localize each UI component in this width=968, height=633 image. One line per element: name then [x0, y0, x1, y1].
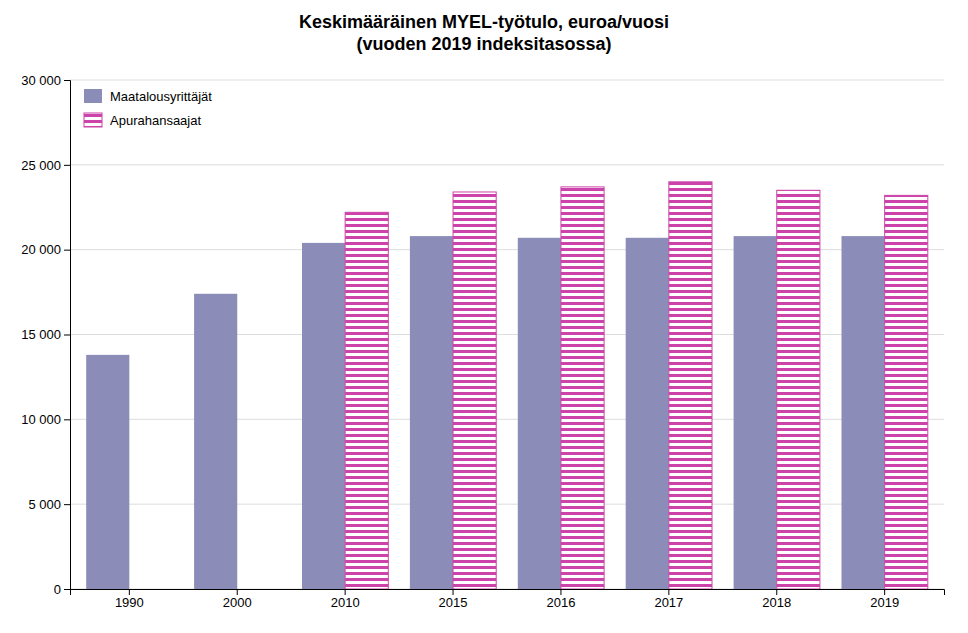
title-line: Keskimääräinen MYEL-työtulo, euroa/vuosi — [299, 12, 669, 32]
grid-line — [70, 80, 944, 81]
x-tick-mark — [129, 589, 130, 595]
y-tick-label: 10 000 — [21, 412, 61, 427]
legend-item: Maatalousyrittäjät — [84, 89, 212, 104]
bar — [86, 355, 129, 589]
legend: Maatalousyrittäjät Apurahansaajat — [78, 84, 218, 133]
x-axis-line — [71, 590, 945, 596]
y-tick-label: 5 000 — [28, 497, 61, 512]
x-tick: 2016 — [546, 589, 575, 610]
bar — [345, 212, 388, 589]
x-tick-mark — [237, 589, 238, 595]
y-tick: 0 — [54, 582, 70, 597]
x-tick: 2010 — [331, 589, 360, 610]
x-tick-label: 1990 — [115, 595, 144, 610]
bar — [302, 243, 345, 589]
x-tick-label: 2016 — [546, 595, 575, 610]
x-tick-label: 2010 — [331, 595, 360, 610]
legend-label: Maatalousyrittäjät — [110, 89, 212, 104]
bar — [669, 182, 712, 589]
bar — [518, 238, 561, 589]
bar — [410, 236, 453, 589]
y-tick: 15 000 — [21, 327, 70, 342]
y-tick-label: 0 — [54, 582, 61, 597]
legend-background — [78, 84, 218, 133]
title: Keskimääräinen MYEL-työtulo, euroa/vuosi… — [299, 12, 669, 54]
y-tick-mark — [64, 419, 70, 420]
bar — [885, 195, 928, 589]
bar — [734, 236, 777, 589]
x-tick-label: 2018 — [762, 595, 791, 610]
y-tick-mark — [64, 80, 70, 81]
x-tick-mark — [776, 589, 777, 595]
chart: Keskimääräinen MYEL-työtulo, euroa/vuosi… — [0, 0, 968, 633]
x-tick-label: 2000 — [223, 595, 252, 610]
x-tick-mark — [345, 589, 346, 595]
y-tick-mark — [64, 165, 70, 166]
bars — [86, 182, 928, 589]
y-tick-label: 20 000 — [21, 242, 61, 257]
y-tick-mark — [64, 504, 70, 505]
x-tick-label: 2019 — [870, 595, 899, 610]
grid — [70, 80, 944, 589]
x-tick: 1990 — [115, 589, 144, 610]
legend-swatch — [84, 89, 102, 103]
y-axis-line — [64, 81, 71, 590]
y-tick: 5 000 — [28, 497, 70, 512]
legend-item: Apurahansaajat — [84, 113, 201, 128]
y-tick: 20 000 — [21, 242, 70, 257]
x-tick: 2017 — [654, 589, 683, 610]
x-tick-mark — [453, 589, 454, 595]
x-tick: 2019 — [870, 589, 899, 610]
x-tick-label: 2017 — [654, 595, 683, 610]
y-tick-label: 15 000 — [21, 327, 61, 342]
x-tick: 2018 — [762, 589, 791, 610]
bar — [453, 192, 496, 589]
y-tick: 25 000 — [21, 157, 70, 172]
bar — [626, 238, 669, 589]
legend-label: Apurahansaajat — [110, 113, 201, 128]
y-tick-mark — [64, 250, 70, 251]
y-tick-label: 25 000 — [21, 157, 61, 172]
plot: 0 5 000 10 000 15 000 20 000 25 000 30 000 1990… — [21, 73, 944, 611]
x-tick: 2000 — [223, 589, 252, 610]
legend-swatch — [84, 113, 102, 127]
y-axis: 0 5 000 10 000 15 000 20 000 25 000 30 000 — [21, 73, 70, 597]
x-tick-mark — [560, 589, 561, 595]
bar — [841, 236, 884, 589]
bar — [561, 187, 604, 589]
x-tick: 2015 — [439, 589, 468, 610]
x-tick-label: 2015 — [439, 595, 468, 610]
x-tick-mark — [668, 589, 669, 595]
y-tick-label: 30 000 — [21, 73, 61, 88]
y-tick: 10 000 — [21, 412, 70, 427]
bar — [194, 294, 237, 589]
x-axis: 1990 2000 2010 2015 2016 2017 2018 2019 — [71, 589, 945, 610]
series-1 — [345, 182, 928, 589]
y-tick-mark — [64, 589, 70, 590]
y-tick-mark — [64, 335, 70, 336]
title-line: (vuoden 2019 indeksitasossa) — [356, 34, 611, 54]
grid-line — [70, 164, 944, 165]
bar — [777, 190, 820, 589]
y-tick: 30 000 — [21, 73, 70, 88]
x-tick-mark — [884, 589, 885, 595]
